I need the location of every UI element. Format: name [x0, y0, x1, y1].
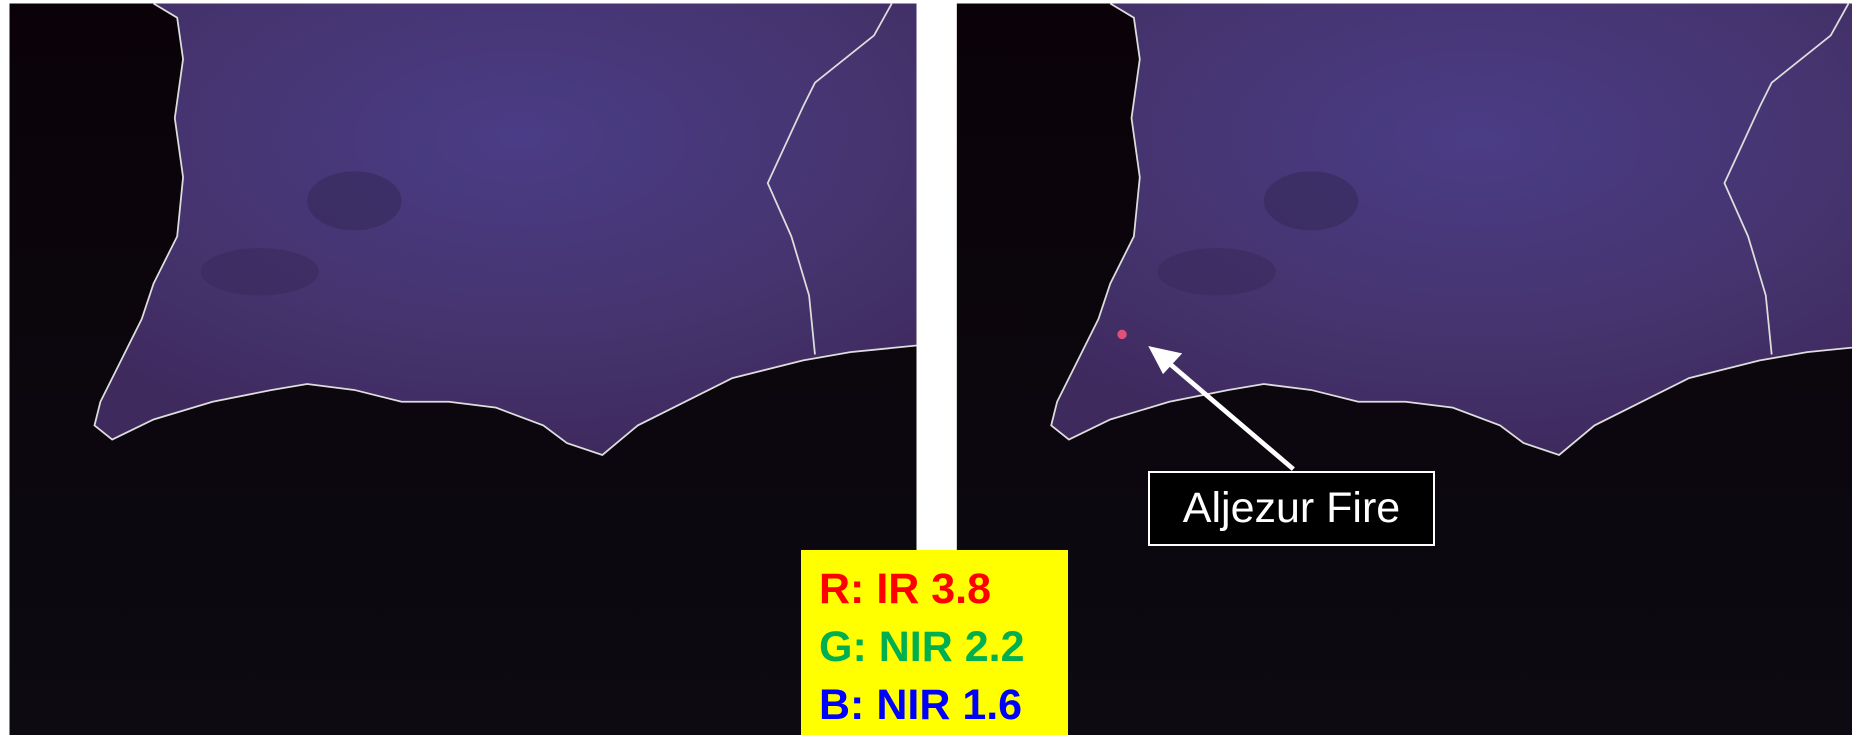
arrow-head [1148, 346, 1183, 375]
right-image [956, 3, 1852, 735]
arrow [1155, 351, 1295, 471]
legend-red: R: IR 3.8 [819, 565, 992, 613]
legend-blue: B: NIR 1.6 [819, 681, 1023, 729]
annotation-label: Aljezur Fire [1148, 471, 1435, 546]
band-legend: R: IR 3.8 G: NIR 2.2 B: NIR 1.6 [801, 550, 1068, 735]
fire-spot [1117, 329, 1127, 340]
legend-green: G: NIR 2.2 [819, 623, 1025, 671]
